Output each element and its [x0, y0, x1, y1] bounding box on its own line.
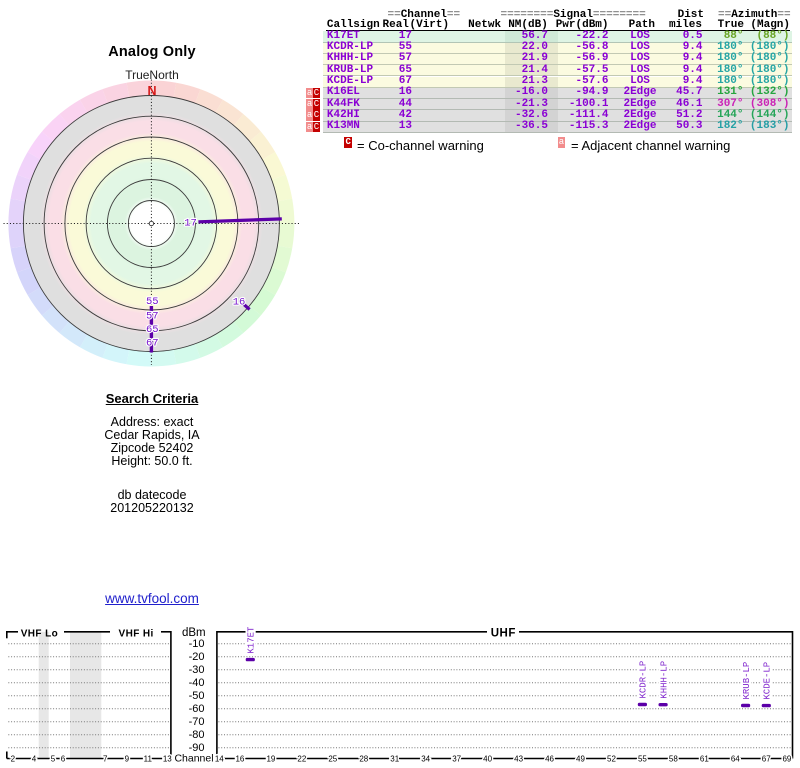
svg-text:28: 28	[359, 754, 368, 763]
svg-text:VHF Hi: VHF Hi	[119, 628, 154, 639]
svg-text:17: 17	[184, 218, 197, 230]
svg-text:65: 65	[146, 324, 159, 336]
svg-text:-30: -30	[189, 664, 205, 676]
svg-text:KRUB-LP: KRUB-LP	[742, 662, 752, 700]
svg-text:31: 31	[390, 754, 399, 763]
svg-text:37: 37	[452, 754, 461, 763]
svg-text:16: 16	[233, 296, 246, 308]
svg-text:9: 9	[125, 754, 130, 763]
svg-text:VHF Lo: VHF Lo	[21, 628, 58, 639]
svg-text:-60: -60	[189, 703, 205, 715]
svg-text:25: 25	[328, 754, 337, 763]
svg-text:49: 49	[576, 754, 585, 763]
svg-text:-40: -40	[189, 677, 205, 689]
svg-text:34: 34	[421, 754, 430, 763]
svg-text:64: 64	[731, 754, 740, 763]
svg-text:67: 67	[146, 338, 159, 350]
svg-text:67: 67	[762, 754, 771, 763]
svg-text:KHHH-LP: KHHH-LP	[659, 661, 669, 699]
svg-text:K17ET: K17ET	[247, 626, 257, 654]
svg-text:-80: -80	[189, 729, 205, 741]
svg-text:5: 5	[51, 754, 56, 763]
svg-text:KCDR-LP: KCDR-LP	[639, 661, 649, 699]
svg-text:16: 16	[235, 754, 244, 763]
svg-text:40: 40	[483, 754, 492, 763]
svg-text:4: 4	[32, 754, 37, 763]
svg-text:57: 57	[146, 310, 159, 322]
svg-text:69: 69	[782, 754, 791, 763]
svg-text:-50: -50	[189, 690, 205, 702]
svg-text:58: 58	[669, 754, 678, 763]
svg-text:UHF: UHF	[491, 628, 516, 640]
svg-text:6: 6	[61, 754, 66, 763]
svg-text:-20: -20	[189, 651, 205, 663]
svg-text:55: 55	[638, 754, 647, 763]
svg-text:-70: -70	[189, 716, 205, 728]
svg-text:22: 22	[297, 754, 306, 763]
svg-text:52: 52	[607, 754, 616, 763]
svg-text:-90: -90	[189, 742, 205, 754]
svg-text:19: 19	[266, 754, 275, 763]
svg-text:KCDE-LP: KCDE-LP	[763, 662, 773, 700]
svg-text:46: 46	[545, 754, 554, 763]
svg-text:43: 43	[514, 754, 523, 763]
svg-text:dBm: dBm	[182, 627, 206, 639]
svg-text:61: 61	[700, 754, 709, 763]
svg-text:55: 55	[146, 296, 159, 308]
svg-text:11: 11	[144, 754, 153, 763]
svg-text:13: 13	[163, 754, 172, 763]
svg-text:Channel: Channel	[174, 753, 213, 765]
svg-text:2: 2	[11, 754, 16, 763]
svg-text:-10: -10	[189, 638, 205, 650]
svg-text:14: 14	[215, 754, 224, 763]
svg-text:7: 7	[103, 754, 108, 763]
